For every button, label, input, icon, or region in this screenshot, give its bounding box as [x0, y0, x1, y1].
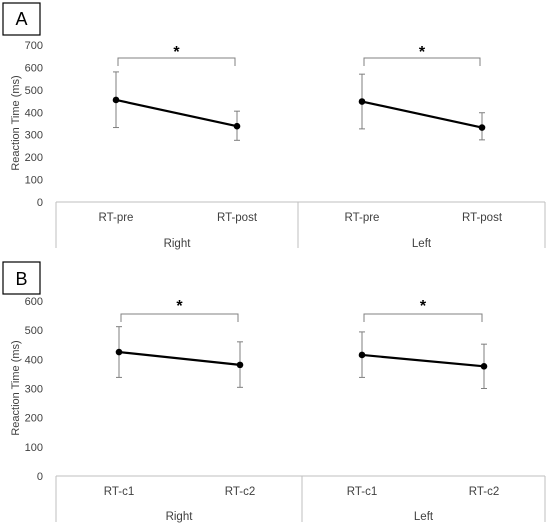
category-label: RT-c2: [469, 486, 499, 498]
group-label: Right: [166, 511, 194, 523]
panel-label-box: [2, 261, 41, 295]
y-tick-label: 500: [25, 325, 43, 337]
y-axis-label: Reaction Time (ms): [10, 75, 22, 170]
data-point: [115, 348, 123, 356]
group-label: Right: [164, 238, 192, 250]
category-label: RT-pre: [345, 212, 380, 224]
data-point: [358, 98, 366, 105]
significance-marker: *: [176, 298, 183, 315]
y-tick-label: 600: [25, 296, 43, 308]
data-point: [358, 351, 366, 359]
series-line: [115, 98, 238, 128]
series-line: [361, 353, 485, 368]
category-label: RT-c1: [104, 486, 134, 498]
y-tick-label: 600: [25, 62, 43, 74]
data-point: [112, 96, 120, 104]
y-tick-label: 100: [25, 175, 43, 187]
panel-b: B Reaction Time (ms) 0 100 200 300 400 500 600 * R…: [2, 261, 546, 523]
panel-label: B: [15, 269, 27, 289]
significance-marker: *: [173, 44, 180, 61]
y-axis-label: Reaction Time (ms): [10, 340, 22, 435]
category-label: RT-post: [462, 212, 503, 224]
y-tick-label: 200: [25, 413, 43, 425]
y-tick-label: 0: [37, 197, 43, 209]
significance-bracket: [117, 57, 236, 66]
y-tick-label: 300: [25, 130, 43, 142]
significance-marker: *: [420, 298, 427, 315]
category-label: RT-post: [217, 212, 258, 224]
y-tick-label: 400: [25, 354, 43, 366]
series-line: [361, 100, 483, 129]
significance-bracket: [363, 57, 481, 66]
panel-label-box: [2, 2, 41, 36]
y-tick-label: 400: [25, 107, 43, 119]
data-point: [480, 363, 488, 370]
category-label: RT-c1: [347, 486, 377, 498]
group-label: Left: [412, 238, 432, 250]
significance-marker: *: [419, 44, 426, 61]
panel-a: A Reaction Time (ms) 0 100 200 300 400 500 600 70…: [2, 2, 546, 250]
panel-label: A: [15, 9, 27, 29]
y-tick-label: 100: [25, 442, 43, 454]
group-label: Left: [414, 511, 434, 523]
data-point: [236, 361, 244, 369]
y-tick-label: 200: [25, 152, 43, 164]
significance-bracket: [363, 313, 483, 322]
y-tick-label: 500: [25, 85, 43, 97]
y-tick-label: 0: [37, 471, 43, 483]
data-point: [478, 124, 486, 131]
series-line: [118, 350, 241, 366]
data-point: [233, 122, 241, 130]
y-tick-label: 700: [25, 40, 43, 52]
category-label: RT-c2: [225, 486, 255, 498]
significance-bracket: [120, 313, 239, 322]
y-tick-label: 300: [25, 384, 43, 396]
category-label: RT-pre: [99, 212, 134, 224]
